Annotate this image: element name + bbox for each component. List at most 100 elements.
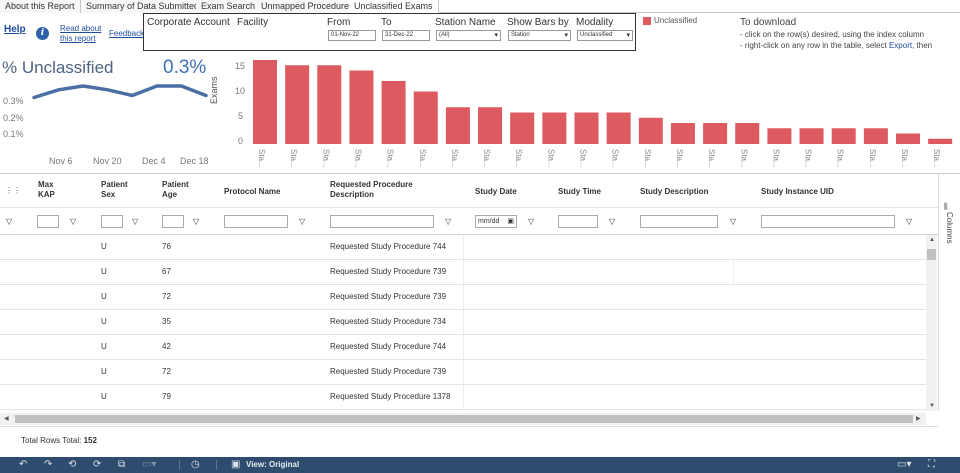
revert-icon[interactable]: ⟲ bbox=[68, 459, 77, 470]
pause-updates-icon[interactable]: ⧉ bbox=[118, 459, 126, 470]
line-ytick: 0.3% bbox=[3, 96, 24, 106]
bar-category-label: Sta... bbox=[611, 149, 620, 168]
refresh-icon[interactable]: ⟳ bbox=[93, 459, 102, 470]
filter-funnel-icon[interactable]: ▽ bbox=[6, 217, 13, 226]
bar[interactable] bbox=[285, 65, 310, 144]
max-kap-filter-input[interactable] bbox=[37, 215, 59, 228]
bar[interactable] bbox=[574, 112, 599, 145]
study-date-filter-input[interactable]: mm/dd ▣ bbox=[475, 215, 517, 228]
scroll-up-arrow-icon[interactable]: ▲ bbox=[929, 237, 935, 243]
facility-label[interactable]: Facility bbox=[237, 17, 269, 28]
bar[interactable] bbox=[317, 65, 342, 144]
study-time-filter-input[interactable] bbox=[558, 215, 598, 228]
tab-unclassified-exams[interactable]: Unclassified Exams bbox=[349, 0, 439, 13]
bar[interactable] bbox=[767, 128, 792, 144]
export-link[interactable]: Export bbox=[888, 41, 913, 50]
bar[interactable] bbox=[478, 107, 503, 144]
protocol-name-filter-input[interactable] bbox=[224, 215, 288, 228]
col-study-description-header[interactable]: Study Description bbox=[640, 187, 709, 196]
patient-sex-filter-input[interactable] bbox=[101, 215, 123, 228]
filter-funnel-icon[interactable]: ▽ bbox=[730, 217, 737, 226]
study-description-filter-input[interactable] bbox=[640, 215, 718, 228]
info-icon[interactable]: i bbox=[36, 27, 49, 40]
filter-funnel-icon[interactable]: ▽ bbox=[132, 217, 139, 226]
fullscreen-icon[interactable]: ⛶ bbox=[928, 459, 935, 470]
col-study-time-header[interactable]: Study Time bbox=[558, 187, 601, 196]
tab-summary-of-data-submitted[interactable]: Summary of Data Submitted bbox=[81, 0, 206, 13]
bar[interactable] bbox=[253, 60, 277, 144]
station-name-select[interactable]: (All) bbox=[436, 30, 501, 41]
bar[interactable] bbox=[863, 128, 888, 144]
filter-funnel-icon[interactable]: ▽ bbox=[299, 217, 306, 226]
bar[interactable] bbox=[510, 112, 535, 145]
metrics-icon[interactable]: ◷ bbox=[191, 459, 200, 470]
tab-about-this-report[interactable]: About this Report bbox=[0, 0, 81, 13]
columns-panel-tab[interactable]: Columns bbox=[945, 212, 954, 244]
bar[interactable] bbox=[638, 117, 663, 144]
patient-age-filter-input[interactable] bbox=[162, 215, 184, 228]
modality-select[interactable]: Unclassified bbox=[577, 30, 633, 41]
from-date-input[interactable]: 01-Nov-22 bbox=[328, 30, 376, 41]
bar[interactable] bbox=[349, 70, 374, 145]
col-header-line: KAP bbox=[38, 190, 55, 199]
col-study-instance-uid-header[interactable]: Study Instance UID bbox=[761, 187, 834, 196]
calendar-icon[interactable]: ▣ bbox=[507, 218, 514, 225]
line-series bbox=[32, 84, 208, 100]
bar[interactable] bbox=[413, 91, 438, 145]
bar[interactable] bbox=[799, 128, 824, 144]
bar[interactable] bbox=[703, 123, 728, 144]
col-study-date-header[interactable]: Study Date bbox=[475, 187, 517, 196]
filter-funnel-icon[interactable]: ▽ bbox=[906, 217, 913, 226]
corporate-account-label[interactable]: Corporate Account bbox=[147, 17, 230, 28]
bar[interactable] bbox=[831, 128, 856, 144]
bar[interactable] bbox=[445, 107, 470, 144]
show-bars-select[interactable]: Station bbox=[508, 30, 571, 41]
bar[interactable] bbox=[896, 133, 920, 145]
to-date-input[interactable]: 31-Dec-22 bbox=[382, 30, 430, 41]
undo-icon[interactable]: ↶ bbox=[19, 459, 28, 470]
share-icon[interactable]: ▭▾ bbox=[142, 459, 157, 470]
bar-category-label: Sta... bbox=[771, 149, 780, 168]
bar[interactable] bbox=[542, 112, 567, 145]
horizontal-scrollbar[interactable]: ◀ ▶ bbox=[0, 413, 926, 425]
bar-y-axis-label: Exams bbox=[209, 76, 219, 104]
bar[interactable] bbox=[735, 123, 760, 144]
filter-funnel-icon[interactable]: ▽ bbox=[609, 217, 616, 226]
device-layout-icon[interactable]: ▭▾ bbox=[897, 459, 912, 470]
horizontal-scroll-thumb[interactable] bbox=[15, 415, 913, 423]
col-protocol-name-header[interactable]: Protocol Name bbox=[224, 187, 281, 196]
vertical-scrollbar[interactable]: ▲ ▼ bbox=[926, 235, 937, 411]
bar[interactable] bbox=[381, 81, 406, 144]
bar[interactable] bbox=[928, 138, 953, 144]
filter-funnel-icon[interactable]: ▽ bbox=[445, 217, 452, 226]
scroll-left-arrow-icon[interactable]: ◀ bbox=[4, 416, 9, 422]
tab-exam-search[interactable]: Exam Search bbox=[196, 0, 262, 13]
filter-funnel-icon[interactable]: ▽ bbox=[70, 217, 77, 226]
col-patient-sex-header[interactable]: Patient Sex bbox=[101, 180, 128, 200]
col-requested-procedure-header[interactable]: Requested Procedure Description bbox=[330, 180, 413, 200]
bar-category-label: Sta... bbox=[932, 149, 941, 168]
help-link[interactable]: Help bbox=[4, 24, 26, 35]
view-icon[interactable]: ▣ bbox=[231, 459, 241, 470]
grid-index-handle-icon[interactable]: ⋮⋮ bbox=[5, 186, 21, 195]
scroll-down-arrow-icon[interactable]: ▼ bbox=[929, 403, 935, 409]
col-max-kap-header[interactable]: Max KAP bbox=[38, 180, 55, 200]
from-label: From bbox=[327, 17, 351, 28]
view-original-label[interactable]: View: Original bbox=[246, 460, 300, 469]
requested-procedure-filter-input[interactable] bbox=[330, 215, 434, 228]
col-patient-age-header[interactable]: Patient Age bbox=[162, 180, 189, 200]
columns-panel-icon[interactable]: ⫼ bbox=[944, 202, 948, 211]
redo-icon[interactable]: ↷ bbox=[44, 459, 53, 470]
bar[interactable] bbox=[670, 123, 695, 144]
download-instruction-2-text: - right-click on any row in the table, s… bbox=[740, 41, 887, 50]
filter-funnel-icon[interactable]: ▽ bbox=[528, 217, 535, 226]
read-about-report-link[interactable]: Read about this report bbox=[60, 24, 101, 44]
feedback-link[interactable]: Feedback bbox=[109, 29, 145, 38]
study-instance-uid-filter-input[interactable] bbox=[761, 215, 895, 228]
bar[interactable] bbox=[606, 112, 631, 145]
vertical-scroll-thumb[interactable] bbox=[927, 249, 936, 260]
tab-unmapped-procedures[interactable]: Unmapped Procedures bbox=[256, 0, 360, 13]
filter-funnel-icon[interactable]: ▽ bbox=[193, 217, 200, 226]
cell-requested-procedure: Requested Study Procedure 1378 bbox=[330, 392, 451, 401]
scroll-right-arrow-icon[interactable]: ▶ bbox=[916, 416, 921, 422]
